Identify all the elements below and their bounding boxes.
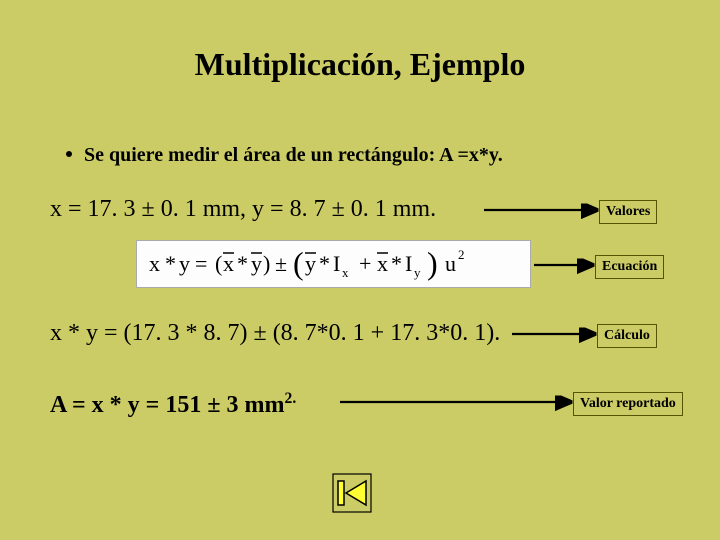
arrow-reportado — [0, 0, 720, 540]
previous-slide-button[interactable] — [332, 473, 372, 513]
skip-previous-icon — [332, 473, 372, 513]
